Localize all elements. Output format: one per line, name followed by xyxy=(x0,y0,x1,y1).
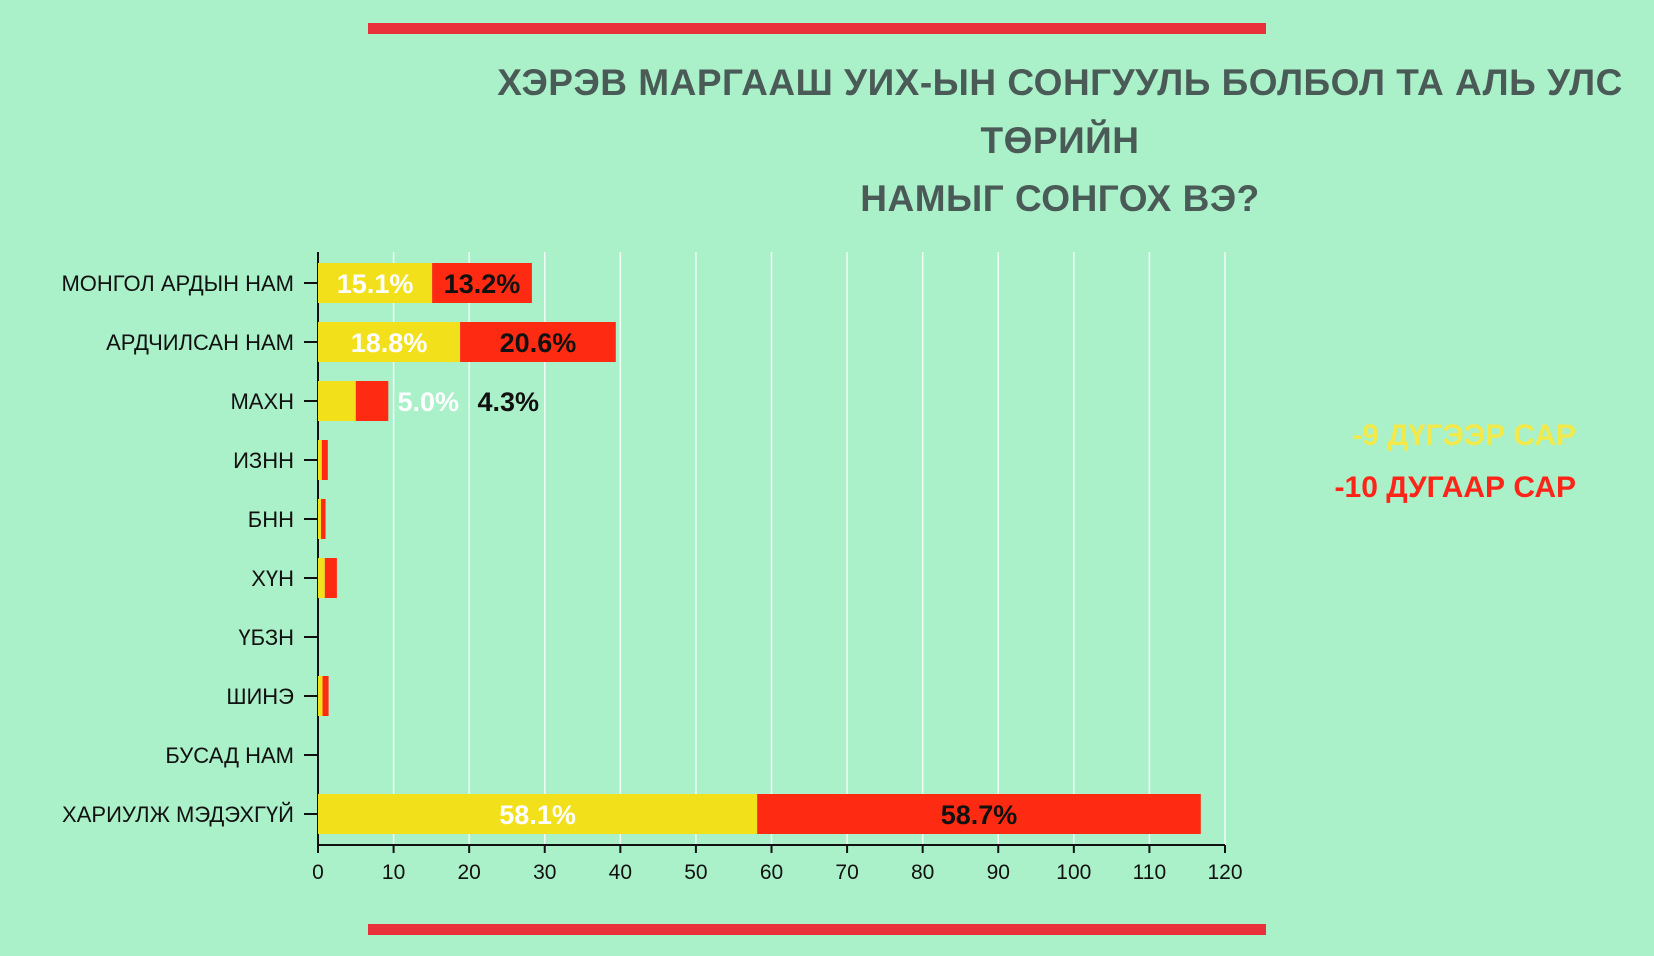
bar-sep xyxy=(318,676,323,716)
bar-sep xyxy=(318,263,433,303)
bar-oct xyxy=(321,499,326,539)
category-label: ҮБЗН xyxy=(238,625,294,650)
bar-oct xyxy=(460,322,616,362)
category-label: БУСАД НАМ xyxy=(165,743,294,768)
category-label: МОНГОЛ АРДЫН НАМ xyxy=(61,271,294,296)
category-label: ШИНЭ xyxy=(226,684,294,709)
category-label: ИЗНН xyxy=(233,448,294,473)
bar-sep xyxy=(318,499,322,539)
title-line-1: ХЭРЭВ МАРГААШ УИХ-ЫН СОНГУУЛЬ БОЛБОЛ ТА … xyxy=(497,62,1623,161)
data-label-oct: 13.2% xyxy=(444,269,521,299)
bar-sep xyxy=(318,558,325,598)
bar-oct xyxy=(322,676,329,716)
data-label-sep: 5.0% xyxy=(398,387,460,417)
x-tick-label: 90 xyxy=(987,861,1010,884)
x-tick-label: 20 xyxy=(457,861,480,884)
data-label-oct: 58.7% xyxy=(941,800,1018,830)
data-label-sep: 18.8% xyxy=(351,328,428,358)
legend-item-sep: -9 ДҮГЭЭР САР xyxy=(1352,419,1576,452)
x-tick-label: 0 xyxy=(312,861,324,884)
bar-oct xyxy=(757,794,1201,834)
bar-oct xyxy=(321,440,328,480)
bottom-accent-bar xyxy=(368,924,1266,935)
legend: -9 ДҮГЭЭР САР -10 ДУГААР САР xyxy=(1335,410,1576,514)
x-tick-label: 10 xyxy=(382,861,405,884)
chart-title: ХЭРЭВ МАРГААШ УИХ-ЫН СОНГУУЛЬ БОЛБОЛ ТА … xyxy=(460,54,1654,228)
category-label: БНН xyxy=(248,507,294,532)
x-tick-label: 30 xyxy=(533,861,556,884)
x-tick-label: 50 xyxy=(684,861,707,884)
bar-oct xyxy=(432,263,532,303)
bar-sep xyxy=(318,794,758,834)
bar-oct xyxy=(355,381,389,421)
data-label-oct: 20.6% xyxy=(500,328,577,358)
x-tick-label: 40 xyxy=(609,861,632,884)
category-label: АРДЧИЛСАН НАМ xyxy=(106,330,294,355)
x-tick-label: 100 xyxy=(1056,861,1091,884)
data-label-oct: 4.3% xyxy=(478,387,540,417)
x-tick-label: 70 xyxy=(835,861,858,884)
x-tick-label: 60 xyxy=(760,861,783,884)
category-label: ХАРИУЛЖ МЭДЭХГҮЙ xyxy=(62,802,294,827)
bar-sep xyxy=(318,440,322,480)
bar-sep xyxy=(318,322,461,362)
title-line-2: НАМЫГ СОНГОХ ВЭ? xyxy=(860,178,1260,219)
bar-oct xyxy=(324,558,337,598)
legend-item-oct: -10 ДУГААР САР xyxy=(1334,471,1576,504)
x-tick-label: 80 xyxy=(911,861,934,884)
data-label-sep: 58.1% xyxy=(499,800,576,830)
category-label: МАХН xyxy=(230,389,294,414)
top-accent-bar xyxy=(368,23,1266,34)
x-tick-label: 120 xyxy=(1207,861,1242,884)
x-tick-label: 110 xyxy=(1133,861,1166,884)
bar-sep xyxy=(318,381,356,421)
category-label: ХҮН xyxy=(251,566,294,591)
data-label-sep: 15.1% xyxy=(337,269,414,299)
